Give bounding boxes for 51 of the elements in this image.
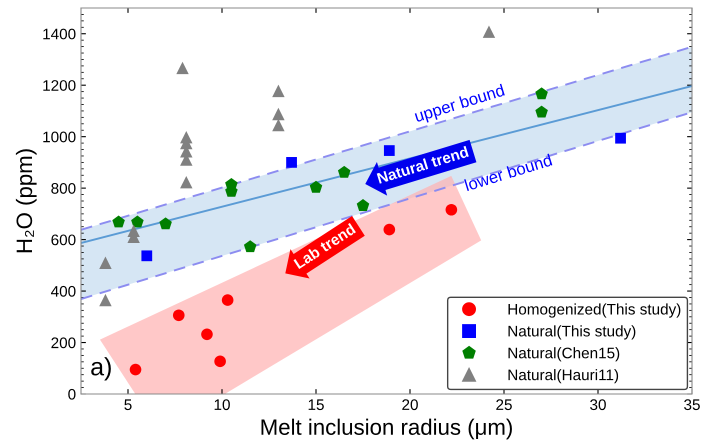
point [99, 256, 112, 269]
point [112, 216, 125, 228]
x-tick-label: 20 [402, 399, 418, 410]
x-tick-label: 35 [684, 399, 700, 410]
y-tick-label: 400 [51, 286, 76, 297]
point [272, 84, 285, 98]
point [272, 118, 285, 132]
y-tick-label: 1400 [43, 28, 76, 40]
point [384, 224, 396, 236]
point [535, 87, 548, 100]
point [99, 294, 112, 306]
point [180, 176, 192, 188]
point [338, 166, 350, 178]
legend-label: Natural(This study) [508, 325, 636, 340]
point [615, 132, 626, 144]
legend-label: Natural(Chen15) [508, 347, 620, 362]
y-tick-label: 800 [51, 183, 76, 194]
y-tick-label: 600 [51, 234, 76, 246]
legend-label: Natural(Hauri11) [508, 369, 618, 384]
point [176, 62, 189, 74]
point [172, 309, 185, 322]
point [535, 106, 548, 118]
y-tick-label: 1200 [43, 80, 76, 91]
point [141, 250, 152, 262]
point [130, 364, 142, 376]
point [356, 199, 370, 211]
y-tick-label: 0 [68, 388, 76, 400]
annotation: upper bound [414, 84, 506, 126]
point [222, 294, 234, 306]
point [244, 240, 256, 252]
x-tick-label: 5 [124, 399, 132, 410]
x-tick-label: 30 [590, 399, 606, 410]
annotation: a) [91, 357, 111, 380]
point [159, 217, 172, 230]
x-tick-label: 25 [496, 399, 512, 410]
point [310, 180, 322, 193]
x-tick-label: 15 [308, 399, 324, 410]
point [201, 328, 213, 340]
point [214, 356, 226, 368]
x-axis-title: Melt inclusion radius (μm) [262, 418, 512, 440]
point [286, 157, 297, 168]
y-tick-label: 1000 [43, 132, 76, 142]
point [482, 25, 496, 38]
point [272, 108, 285, 120]
y-axis-title: H₂O (ppm) [16, 149, 37, 252]
y-tick-label: 200 [51, 337, 76, 348]
point [446, 204, 458, 216]
point [384, 145, 395, 156]
legend-label: Homogenized(This study) [508, 303, 680, 318]
x-tick-label: 10 [214, 399, 230, 410]
point [131, 216, 144, 228]
